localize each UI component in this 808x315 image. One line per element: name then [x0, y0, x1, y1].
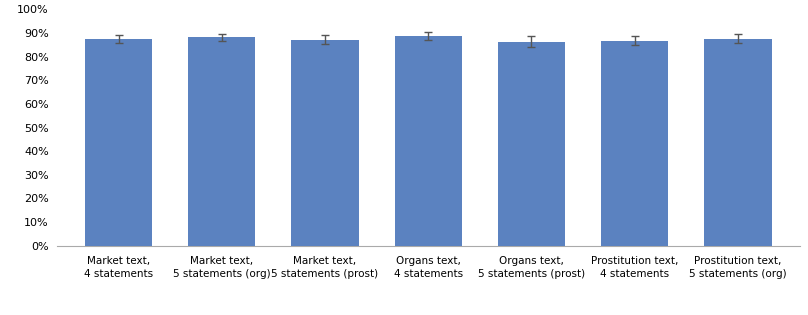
Bar [601, 41, 668, 246]
Bar [85, 39, 152, 246]
Bar [188, 37, 255, 246]
Bar [394, 36, 462, 246]
Bar [705, 39, 772, 246]
Bar [498, 42, 565, 246]
Bar [292, 40, 359, 246]
